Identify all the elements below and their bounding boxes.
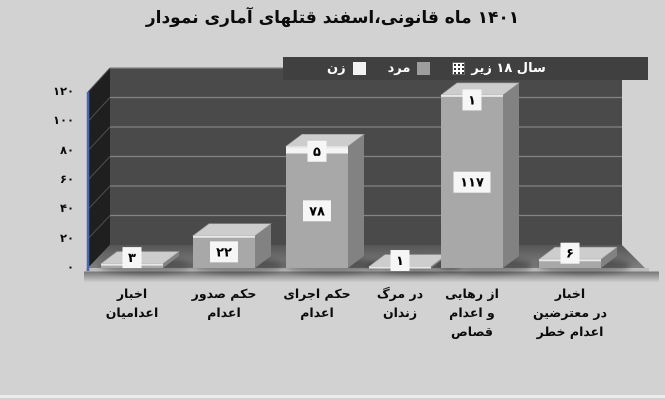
floor-shadow — [84, 271, 659, 283]
legend-swatch-women-icon — [352, 62, 366, 75]
side-gridline — [87, 97, 111, 122]
y-tick-label: ۱۰۰ — [52, 113, 74, 128]
x-axis-label: صدور حکم اعدام — [191, 286, 257, 320]
bottom-edge-strip — [0, 395, 665, 398]
bar-5 — [537, 246, 631, 274]
bar-0 — [99, 251, 193, 274]
legend-label-women: زن — [327, 61, 346, 76]
bar-side-face — [601, 247, 617, 268]
y-tick-label: ۰ — [66, 260, 74, 274]
x-axis-label: اخبار معترضین در خطر اعدام — [532, 286, 608, 339]
bar-value-label: ۱ — [396, 254, 404, 269]
bar-value-label: ۱ — [468, 93, 476, 108]
legend-item-women: زن — [327, 61, 366, 76]
legend-item-men: مرد — [388, 61, 431, 76]
bar-side-face — [503, 82, 519, 268]
bar-value-label-box — [303, 200, 331, 222]
legend-label-men: مرد — [387, 61, 411, 76]
side-gridline — [87, 156, 111, 181]
chart-title: نمودار آماری قتلهای قانونی،اسفند ماه ۱۴۰… — [145, 8, 520, 28]
bar-value-label-box — [453, 171, 491, 193]
bar-side-face — [348, 134, 364, 268]
side-gridline — [87, 126, 111, 152]
x-axis-label: مرگ در زندان — [376, 286, 424, 320]
bar-value-label-box — [210, 241, 238, 263]
legend-label-under18: زیر ۱۸ سال — [471, 61, 546, 76]
x-axis-label: اخبار اعدامیان — [105, 286, 159, 320]
side-gridline — [87, 185, 111, 210]
bar-value-label-box — [307, 140, 327, 162]
bar-value-label-box — [462, 89, 482, 111]
y-tick-label: ۶۰ — [59, 172, 74, 186]
bar-value-label-box — [560, 242, 580, 264]
y-tick-label: ۸۰ — [59, 142, 74, 157]
bar-value-label-box — [390, 250, 410, 272]
x-axis-label: اجرای حکم اعدام — [283, 286, 351, 320]
y-tick-label: ۴۰ — [59, 201, 74, 216]
bar-value-label-box — [122, 247, 142, 269]
bar-value-label: ۱۱۷ — [460, 176, 484, 191]
y-tick-label: ۲۰ — [59, 230, 74, 245]
y-tick-label: ۱۲۰ — [52, 84, 74, 98]
bar-value-label: ۷۸ — [309, 204, 325, 219]
bar-value-label: ۵ — [313, 145, 321, 160]
bar-value-label: ۶ — [566, 247, 574, 262]
legend: زن مرد زیر ۱۸ سال — [283, 57, 648, 80]
bar-side-face — [255, 223, 271, 268]
legend-item-under18: زیر ۱۸ سال — [452, 61, 546, 76]
bar-side-face — [163, 251, 179, 268]
bar-value-label: ۳ — [128, 251, 136, 266]
bar-value-label: ۲۲ — [216, 245, 232, 260]
x-axis-label: رهایی از اعدام و قصاص — [445, 286, 499, 339]
legend-swatch-under18-icon — [452, 62, 466, 75]
legend-swatch-men-icon — [417, 62, 431, 75]
side-gridline — [87, 67, 111, 93]
side-gridline — [87, 215, 111, 240]
